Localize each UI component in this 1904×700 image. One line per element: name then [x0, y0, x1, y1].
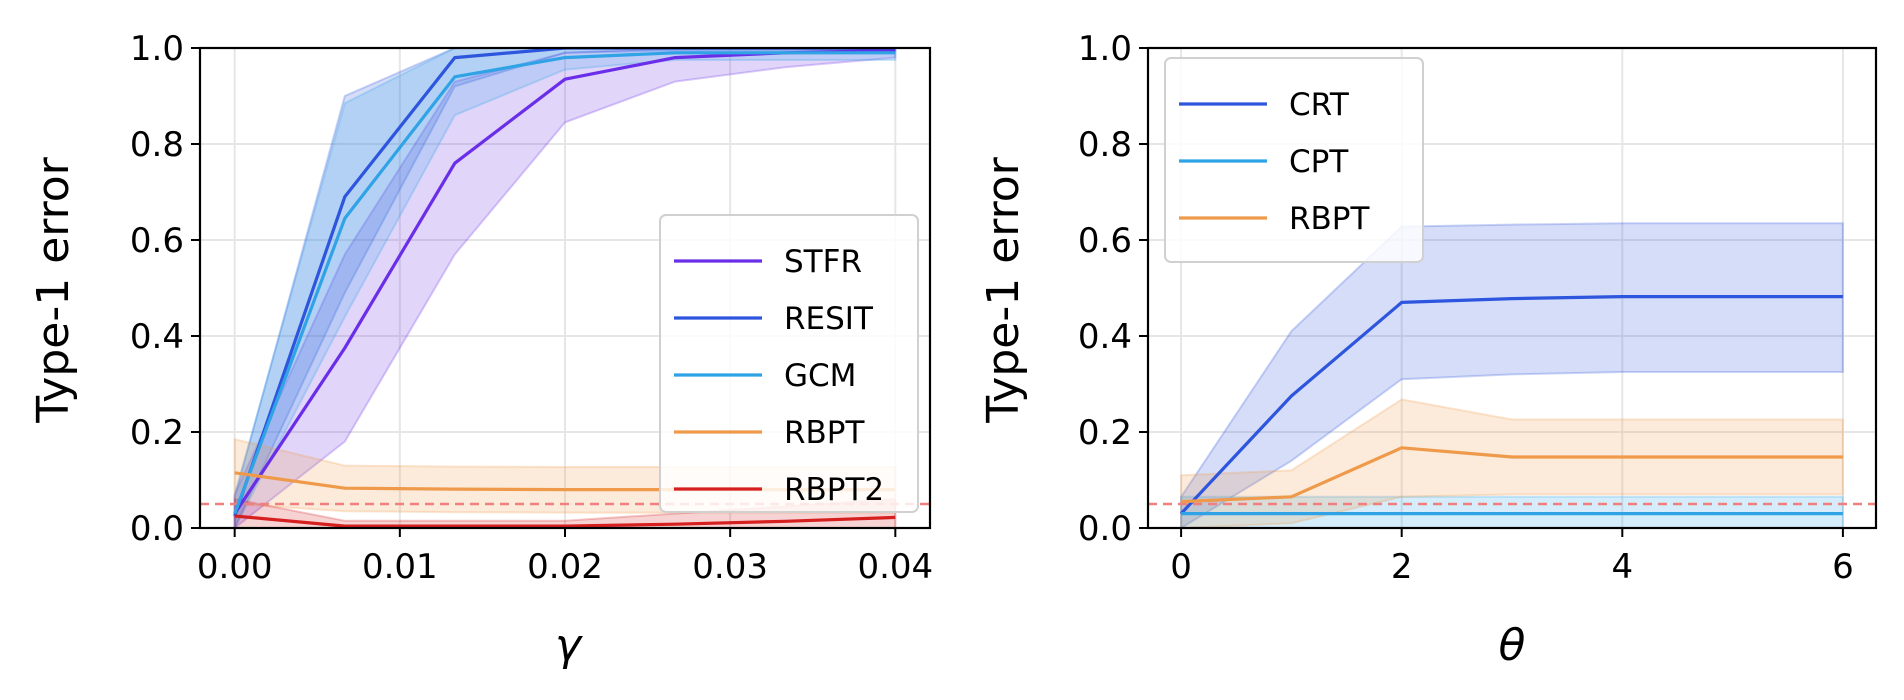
- legend-label-rbpt2: RBPT2: [784, 472, 884, 508]
- y-tick-label: 1.0: [1078, 29, 1132, 69]
- legend: STFR RESIT GCM RBPT RBPT2: [659, 214, 919, 513]
- x-tick-label: 6: [1832, 547, 1854, 587]
- legend: CRT CPT RBPT: [1164, 57, 1424, 263]
- x-axis-label: θ: [1499, 620, 1526, 671]
- x-tick-label: 0.01: [362, 547, 438, 587]
- legend-label-cpt: CPT: [1289, 144, 1349, 180]
- y-tick-label: 0.6: [1078, 221, 1132, 261]
- x-tick-label: 4: [1611, 547, 1633, 587]
- x-axis-label: γ: [555, 620, 583, 671]
- y-tick-label: 0.2: [1078, 413, 1132, 453]
- x-tick-label: 0.03: [692, 547, 768, 587]
- y-tick-label: 0.2: [130, 413, 184, 453]
- x-tick-label: 2: [1391, 547, 1413, 587]
- y-tick-label: 0.0: [1078, 509, 1132, 549]
- series-line-resit: [233, 48, 896, 517]
- y-tick-label: 1.0: [130, 29, 184, 69]
- chart-panel-gamma: Type-1 error γ 0.0 0.2 0.4 0.6 0.8 1.0 0.00 0.0…: [28, 29, 933, 671]
- y-tick-label: 0.0: [130, 509, 184, 549]
- y-tick-label: 0.4: [130, 317, 184, 357]
- legend-box: [659, 214, 919, 513]
- series-line-crt: [1179, 295, 1843, 515]
- x-tick-label: 0.04: [857, 547, 933, 587]
- legend-label-stfr: STFR: [784, 244, 862, 280]
- y-tick-label: 0.8: [1078, 125, 1132, 165]
- plot-area: [1148, 222, 1876, 528]
- band-gcm: [233, 48, 897, 528]
- x-tick-label: 0.02: [527, 547, 603, 587]
- legend-label-crt: CRT: [1289, 87, 1350, 123]
- series-line-rbpt: [1181, 446, 1843, 504]
- band-rbpt2: [233, 497, 897, 528]
- legend-box: [1164, 57, 1424, 263]
- legend-label-rbpt: RBPT: [784, 415, 866, 451]
- series-line-gcm: [233, 51, 896, 515]
- y-tick-label: 0.8: [130, 125, 184, 165]
- series-line-rbpt2: [234, 514, 896, 528]
- y-axis-label: Type-1 error: [978, 156, 1029, 423]
- x-tick-label: 0: [1170, 547, 1192, 587]
- chart-panel-theta: Type-1 error θ 0.0 0.2 0.4 0.6 0.8 1.0 0 2 4 6 CRT…: [978, 29, 1878, 671]
- legend-label-resit: RESIT: [784, 301, 874, 337]
- legend-label-rbpt: RBPT: [1289, 201, 1371, 237]
- axes-frame: [1146, 46, 1878, 530]
- legend-label-gcm: GCM: [784, 358, 856, 394]
- x-tick-label: 0.00: [197, 547, 273, 587]
- y-tick-label: 0.6: [130, 221, 184, 261]
- band-crt: [1180, 222, 1844, 528]
- y-axis-label: Type-1 error: [28, 156, 79, 423]
- y-tick-label: 0.4: [1078, 317, 1132, 357]
